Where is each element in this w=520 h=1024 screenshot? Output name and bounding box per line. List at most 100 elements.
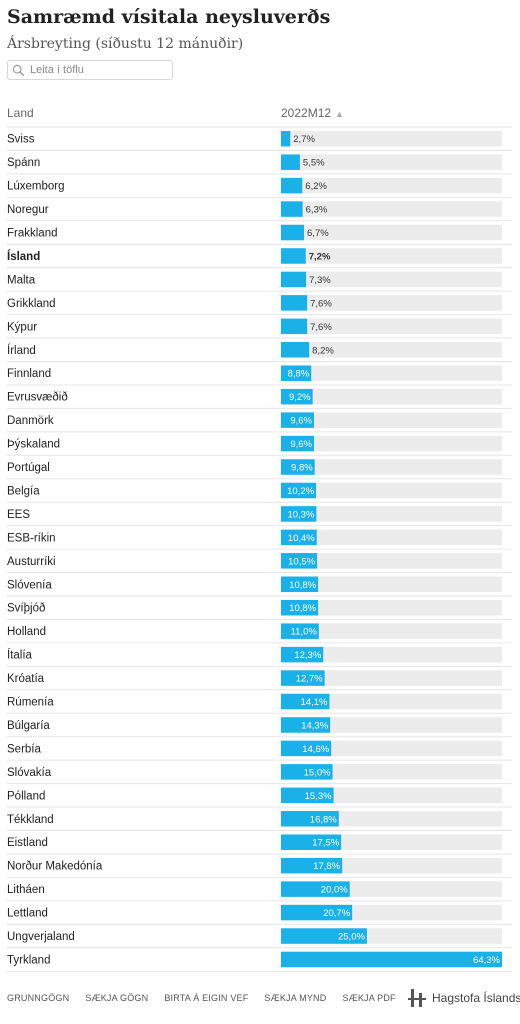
country-label: Belgía [7, 485, 40, 497]
value-label: 14,3% [301, 720, 328, 731]
table-row: Belgía 10,2% [7, 482, 512, 503]
country-label: Tyrkland [7, 954, 50, 966]
bar-track [281, 412, 502, 428]
bar-track [281, 576, 502, 593]
bar [281, 764, 333, 780]
bar [281, 857, 343, 874]
bar-track [281, 623, 502, 639]
bar [281, 388, 313, 405]
value-label: 10,4% [288, 533, 315, 544]
value-label: 9,6% [290, 439, 312, 450]
table-row: Ítalía 12,3% [7, 646, 512, 667]
table-row: Lúxemborg 6,2% [7, 177, 512, 198]
table-row: Þýskaland 9,6% [7, 435, 512, 456]
table-row: Finnland 8,8% [7, 365, 512, 386]
value-label: 64,3% [473, 955, 500, 966]
bar [281, 412, 314, 428]
table-row: Spánn 5,5% [7, 154, 512, 175]
country-label: Evrusvæðið [7, 392, 68, 404]
bar-track [281, 787, 502, 804]
footer-link-saekja-pdf[interactable]: Sækja PDF [342, 993, 396, 1003]
table-row: Tékkland 16,8% [7, 811, 512, 831]
sort-arrow-icon[interactable]: ▲ [335, 109, 344, 119]
table-row: Austurríki 10,5% [7, 553, 512, 574]
value-label: 6,2% [305, 181, 327, 192]
bar [281, 201, 303, 217]
value-label: 14,1% [301, 697, 328, 708]
table-row: Svíþjóð 10,8% [7, 599, 512, 620]
table-row: Malta 7,3% [7, 271, 512, 292]
bar [281, 342, 310, 358]
bar-track [281, 130, 502, 147]
value-label: 8,8% [288, 369, 310, 380]
table-row: Grikkland 7,6% [7, 295, 512, 316]
bar [281, 224, 305, 241]
value-label: 9,8% [291, 463, 313, 474]
footer-link-birta[interactable]: Birta á eigin vef [164, 993, 249, 1003]
table-row: Ungverjaland 25,0% [7, 928, 512, 949]
value-label: 9,6% [290, 416, 312, 427]
bar [281, 576, 319, 593]
column-header-value-label: 2022M12 [281, 106, 332, 120]
country-label: Austurríki [7, 556, 56, 568]
bar-track [281, 154, 502, 170]
value-label: 16,8% [310, 814, 337, 825]
table-row: Serbía 14,6% [7, 740, 512, 761]
bar-track [281, 177, 502, 194]
search-box[interactable] [7, 60, 173, 80]
bar-track [281, 646, 502, 663]
bar-track [281, 482, 502, 499]
value-label: 5,5% [303, 158, 325, 169]
country-label: Holland [7, 626, 46, 638]
bar-track [281, 717, 502, 733]
country-label: Noregur [7, 204, 49, 216]
table-row: Danmörk 9,6% [7, 412, 512, 433]
footer-links: Grunngögn Sækja gögn Birta á eigin vef Sækj… [7, 993, 412, 1003]
bar [281, 951, 502, 968]
value-label: 8,2% [312, 345, 334, 356]
table-row: Sviss 2,7% [7, 130, 512, 151]
country-label: Þýskaland [7, 439, 60, 451]
country-label: Grikkland [7, 298, 56, 310]
footer-link-saekja-mynd[interactable]: Sækja mynd [264, 993, 327, 1003]
column-header-value[interactable]: 2022M12 ▲ [281, 106, 344, 120]
value-label: 17,5% [312, 838, 339, 849]
bar [281, 787, 334, 804]
bar-track [281, 553, 502, 569]
column-header-land[interactable]: Land [7, 106, 34, 120]
bar [281, 717, 331, 733]
search-input[interactable] [30, 62, 170, 78]
footer-link-grunngogn[interactable]: Grunngögn [7, 993, 70, 1003]
country-label: Tékkland [7, 814, 54, 826]
value-label: 7,2% [309, 251, 331, 262]
hagstofa-logo-icon [408, 989, 426, 1007]
table-row: Evrusvæðið 9,2% [7, 388, 512, 409]
value-label: 12,7% [296, 674, 323, 685]
country-label: Rúmenía [7, 697, 54, 709]
table-row: Búlgaría 14,3% [7, 717, 512, 738]
bar [281, 811, 339, 827]
value-label: 6,3% [306, 205, 328, 216]
bar [281, 553, 318, 569]
value-label: 10,2% [287, 486, 314, 497]
bar-track [281, 693, 502, 710]
value-label: 17,8% [313, 861, 340, 872]
value-label: 7,6% [310, 322, 332, 333]
table-row: Holland 11,0% [7, 623, 512, 644]
country-label: Portúgal [7, 462, 50, 474]
bar [281, 904, 353, 921]
country-label: EES [7, 509, 30, 521]
country-label: Sviss [7, 134, 35, 146]
country-label: Slóvenía [7, 579, 52, 591]
bar-track [281, 388, 502, 405]
bar [281, 693, 330, 710]
footer-link-saekja-gogn[interactable]: Sækja gögn [85, 993, 149, 1003]
bar [281, 154, 300, 170]
table-row: Noregur 6,3% [7, 201, 512, 222]
table-row: EES 10,3% [7, 506, 512, 527]
bar [281, 177, 303, 194]
value-label: 9,2% [289, 392, 311, 403]
bar [281, 928, 367, 944]
country-label: Lúxemborg [7, 181, 65, 193]
bar [281, 506, 317, 522]
